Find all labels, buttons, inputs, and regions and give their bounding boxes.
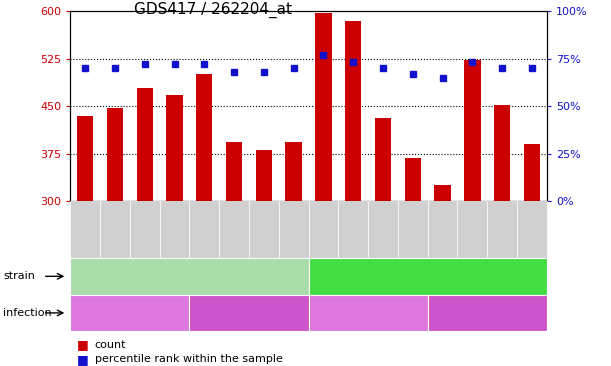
Text: callose synthase deficient mutant: callose synthase deficient mutant bbox=[95, 271, 284, 281]
Bar bbox=[494, 105, 510, 366]
Bar bbox=[77, 116, 93, 366]
Text: control: control bbox=[230, 308, 268, 318]
Text: ■: ■ bbox=[76, 353, 88, 366]
Bar bbox=[166, 95, 183, 366]
Text: ■: ■ bbox=[76, 338, 88, 351]
Text: pathogen: pathogen bbox=[342, 308, 395, 318]
Text: percentile rank within the sample: percentile rank within the sample bbox=[95, 354, 282, 365]
Text: control: control bbox=[468, 308, 507, 318]
Bar bbox=[315, 13, 332, 366]
Text: GDS417 / 262204_at: GDS417 / 262204_at bbox=[134, 2, 293, 18]
Bar bbox=[375, 117, 391, 366]
Bar bbox=[196, 74, 213, 366]
Bar bbox=[464, 60, 481, 366]
Text: infection: infection bbox=[3, 308, 52, 318]
Bar bbox=[434, 186, 451, 366]
Bar bbox=[255, 150, 272, 366]
Text: strain: strain bbox=[3, 271, 35, 281]
Bar bbox=[524, 144, 540, 366]
Bar bbox=[107, 108, 123, 366]
Text: pathogen: pathogen bbox=[103, 308, 156, 318]
Bar bbox=[285, 142, 302, 366]
Text: count: count bbox=[95, 340, 126, 350]
Bar bbox=[404, 158, 421, 366]
Bar bbox=[345, 21, 362, 366]
Text: wild type: wild type bbox=[402, 271, 453, 281]
Bar bbox=[226, 142, 243, 366]
Bar bbox=[136, 88, 153, 366]
